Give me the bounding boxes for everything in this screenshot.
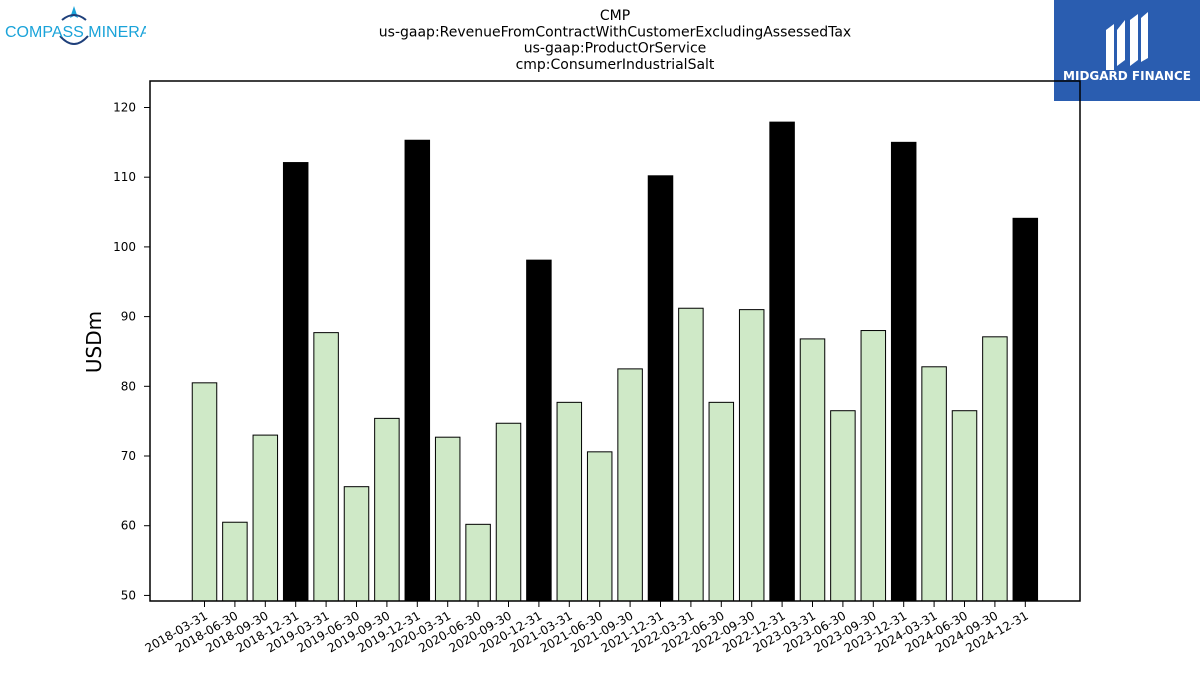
bar-2023-03-31 xyxy=(799,338,826,602)
midgard-finance-wordmark: MIDGARD FINANCE xyxy=(1063,69,1191,83)
bar-2022-09-30 xyxy=(738,309,765,602)
bar-2024-12-31 xyxy=(1012,217,1039,602)
midgard-finance-logo: MIDGARD FINANCE xyxy=(1054,0,1200,101)
y-tick-label: 50 xyxy=(121,588,136,602)
bar-2018-09-30 xyxy=(252,434,279,602)
bar-2024-09-30 xyxy=(982,336,1008,602)
bar-2020-03-31 xyxy=(434,436,461,602)
y-tick-label: 110 xyxy=(113,170,136,184)
bar-2023-12-31 xyxy=(890,141,917,602)
bar-2021-03-31 xyxy=(556,401,583,602)
y-tick-label: 120 xyxy=(113,100,136,114)
bar-2018-03-31 xyxy=(191,382,218,602)
bar-2023-06-30 xyxy=(830,410,856,602)
bar-2022-06-30 xyxy=(708,401,735,602)
bar-2020-09-30 xyxy=(495,422,522,602)
midgard-monogram-icon xyxy=(1106,12,1148,70)
bar-2021-06-30 xyxy=(586,451,613,602)
chart-title-line: CMP xyxy=(600,8,630,24)
y-tick-label: 100 xyxy=(113,240,136,254)
bar-2018-12-31 xyxy=(282,162,309,602)
bar-2019-06-30 xyxy=(343,486,370,602)
bar-2019-03-31 xyxy=(313,332,339,602)
x-axis: 2018-03-312018-06-302018-09-302018-12-31… xyxy=(143,601,1031,655)
bar-2024-06-30 xyxy=(951,410,978,602)
bar-2023-09-30 xyxy=(860,330,887,602)
bar-2022-12-31 xyxy=(769,121,795,602)
plot-frame xyxy=(149,80,1081,602)
compass-minerals-wordmark: COMPASS MINERALS xyxy=(5,24,146,41)
bar-2020-06-30 xyxy=(465,523,491,602)
bar-2021-09-30 xyxy=(617,368,643,602)
chart-title-line: us-gaap:ProductOrService xyxy=(524,41,707,57)
y-tick-label: 90 xyxy=(121,310,136,324)
compass-arc-icon xyxy=(59,35,89,45)
bar-2019-12-31 xyxy=(404,139,431,602)
chart-title-line: cmp:ConsumerIndustrialSalt xyxy=(516,57,715,73)
y-axis: 50 60 70 80 90 100 110 120 xyxy=(113,100,150,602)
bar-2022-03-31 xyxy=(678,307,704,602)
bar-2018-06-30 xyxy=(222,521,248,602)
compass-minerals-logo: COMPASS MINERALS xyxy=(4,4,170,54)
bar-series xyxy=(191,121,1039,602)
bar-2021-12-31 xyxy=(647,175,674,602)
bar-2024-03-31 xyxy=(921,366,947,602)
chart-title: CMPus-gaap:RevenueFromContractWithCustom… xyxy=(379,8,851,73)
y-tick-label: 70 xyxy=(121,449,136,463)
chart-title-line: us-gaap:RevenueFromContractWithCustomerE… xyxy=(379,24,851,40)
y-tick-label: 60 xyxy=(121,519,136,533)
bar-2019-09-30 xyxy=(374,417,400,602)
y-axis-label: USDm xyxy=(82,311,106,373)
y-tick-label: 80 xyxy=(121,379,136,393)
bar-2020-12-31 xyxy=(526,259,552,602)
